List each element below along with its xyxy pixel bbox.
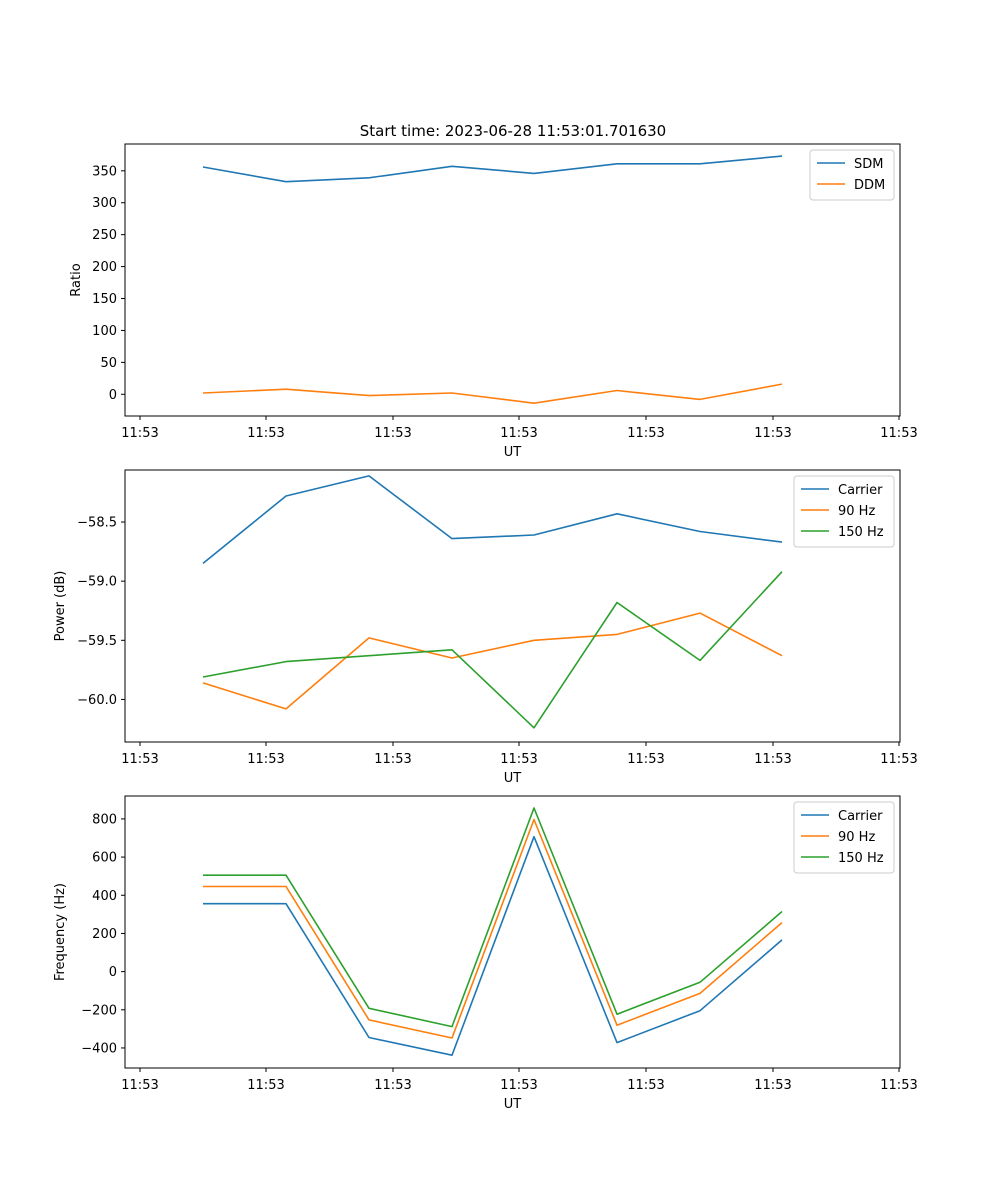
y-tick-label: 200: [92, 260, 117, 275]
y-tick-label: −59.0: [77, 575, 117, 590]
chart-panel-3: 11:53 11:53 11:53 11:53 11:53 11:53 11:53 UT −40…: [53, 795, 918, 1112]
series-line-ddm: [202, 383, 783, 405]
legend: Carrier 90 Hz 150 Hz: [793, 801, 895, 874]
x-tick-label: 11:53: [754, 1078, 791, 1093]
y-tick-label: 800: [92, 812, 117, 827]
y-axis-label: Ratio: [69, 263, 84, 296]
x-tick-label: 11:53: [880, 1078, 917, 1093]
y-tick-label: 0: [109, 965, 117, 980]
x-tick-label: 11:53: [627, 426, 664, 441]
legend: Carrier 90 Hz 150 Hz: [793, 475, 895, 548]
x-tick-label: 11:53: [247, 1078, 284, 1093]
series-line-90-hz: [203, 818, 783, 1039]
y-axis-label: Power (dB): [53, 571, 68, 642]
series-line-150-hz: [202, 571, 783, 729]
plot-frame: [124, 469, 901, 743]
series-line-90-hz: [202, 612, 783, 710]
series-line-150-hz: [203, 807, 783, 1028]
chart-panel-2: 11:53 11:53 11:53 11:53 11:53 11:53 11:53 UT −60…: [53, 469, 918, 786]
plot-frame: [124, 795, 901, 1069]
series-line-sdm: [202, 155, 783, 183]
x-tick-label: 11:53: [627, 752, 664, 767]
legend-label-90-hz: 90 Hz: [838, 504, 875, 519]
y-tick-label: 100: [92, 324, 117, 339]
x-tick-label: 11:53: [247, 752, 284, 767]
x-tick-label: 11:53: [754, 752, 791, 767]
y-tick-label: 150: [92, 292, 117, 307]
y-tick-label: −59.5: [77, 634, 117, 649]
x-tick-label: 11:53: [880, 752, 917, 767]
y-tick-label: −60.0: [77, 693, 117, 708]
x-axis-label: UT: [504, 771, 522, 786]
x-tick-label: 11:53: [374, 426, 411, 441]
x-tick-label: 11:53: [121, 752, 158, 767]
chart-panel-1: 11:53 11:53 11:53 11:53 11:53 11:53 11:53 UT 0 50…: [69, 143, 918, 460]
legend-box: [793, 475, 895, 548]
y-tick-label: −58.5: [77, 516, 117, 531]
y-tick-label: −200: [81, 1003, 117, 1018]
legend-label-sdm: SDM: [854, 157, 883, 172]
legend-label-carrier: Carrier: [838, 809, 883, 824]
x-axis-label: UT: [504, 1097, 522, 1112]
y-tick-label: 350: [92, 164, 117, 179]
x-tick-label: 11:53: [500, 752, 537, 767]
x-axis-label: UT: [504, 445, 522, 460]
legend-label-90-hz: 90 Hz: [838, 830, 875, 845]
x-tick-label: 11:53: [374, 1078, 411, 1093]
legend-label-carrier: Carrier: [838, 483, 883, 498]
x-tick-label: 11:53: [754, 426, 791, 441]
legend-label-150-hz: 150 Hz: [838, 851, 884, 866]
y-tick-label: 400: [92, 889, 117, 904]
y-tick-label: 200: [92, 927, 117, 942]
x-tick-label: 11:53: [374, 752, 411, 767]
legend: SDM DDM: [809, 149, 895, 201]
x-tick-label: 11:53: [121, 426, 158, 441]
x-tick-label: 11:53: [627, 1078, 664, 1093]
legend-label-ddm: DDM: [854, 178, 885, 193]
y-tick-label: 50: [100, 356, 117, 371]
figure-title: Start time: 2023-06-28 11:53:01.701630: [360, 122, 666, 140]
x-tick-label: 11:53: [880, 426, 917, 441]
series-line-carrier: [203, 835, 783, 1056]
y-tick-label: 600: [92, 851, 117, 866]
legend-label-150-hz: 150 Hz: [838, 525, 884, 540]
y-axis-label: Frequency (Hz): [53, 883, 68, 981]
x-tick-label: 11:53: [500, 426, 537, 441]
legend-box: [793, 801, 895, 874]
y-tick-label: 300: [92, 196, 117, 211]
x-tick-label: 11:53: [121, 1078, 158, 1093]
x-tick-label: 11:53: [247, 426, 284, 441]
y-tick-label: 0: [109, 388, 117, 403]
series-line-carrier: [202, 475, 783, 565]
y-tick-label: 250: [92, 228, 117, 243]
plot-frame: [124, 143, 901, 417]
x-tick-label: 11:53: [500, 1078, 537, 1093]
y-tick-label: −400: [81, 1041, 117, 1056]
